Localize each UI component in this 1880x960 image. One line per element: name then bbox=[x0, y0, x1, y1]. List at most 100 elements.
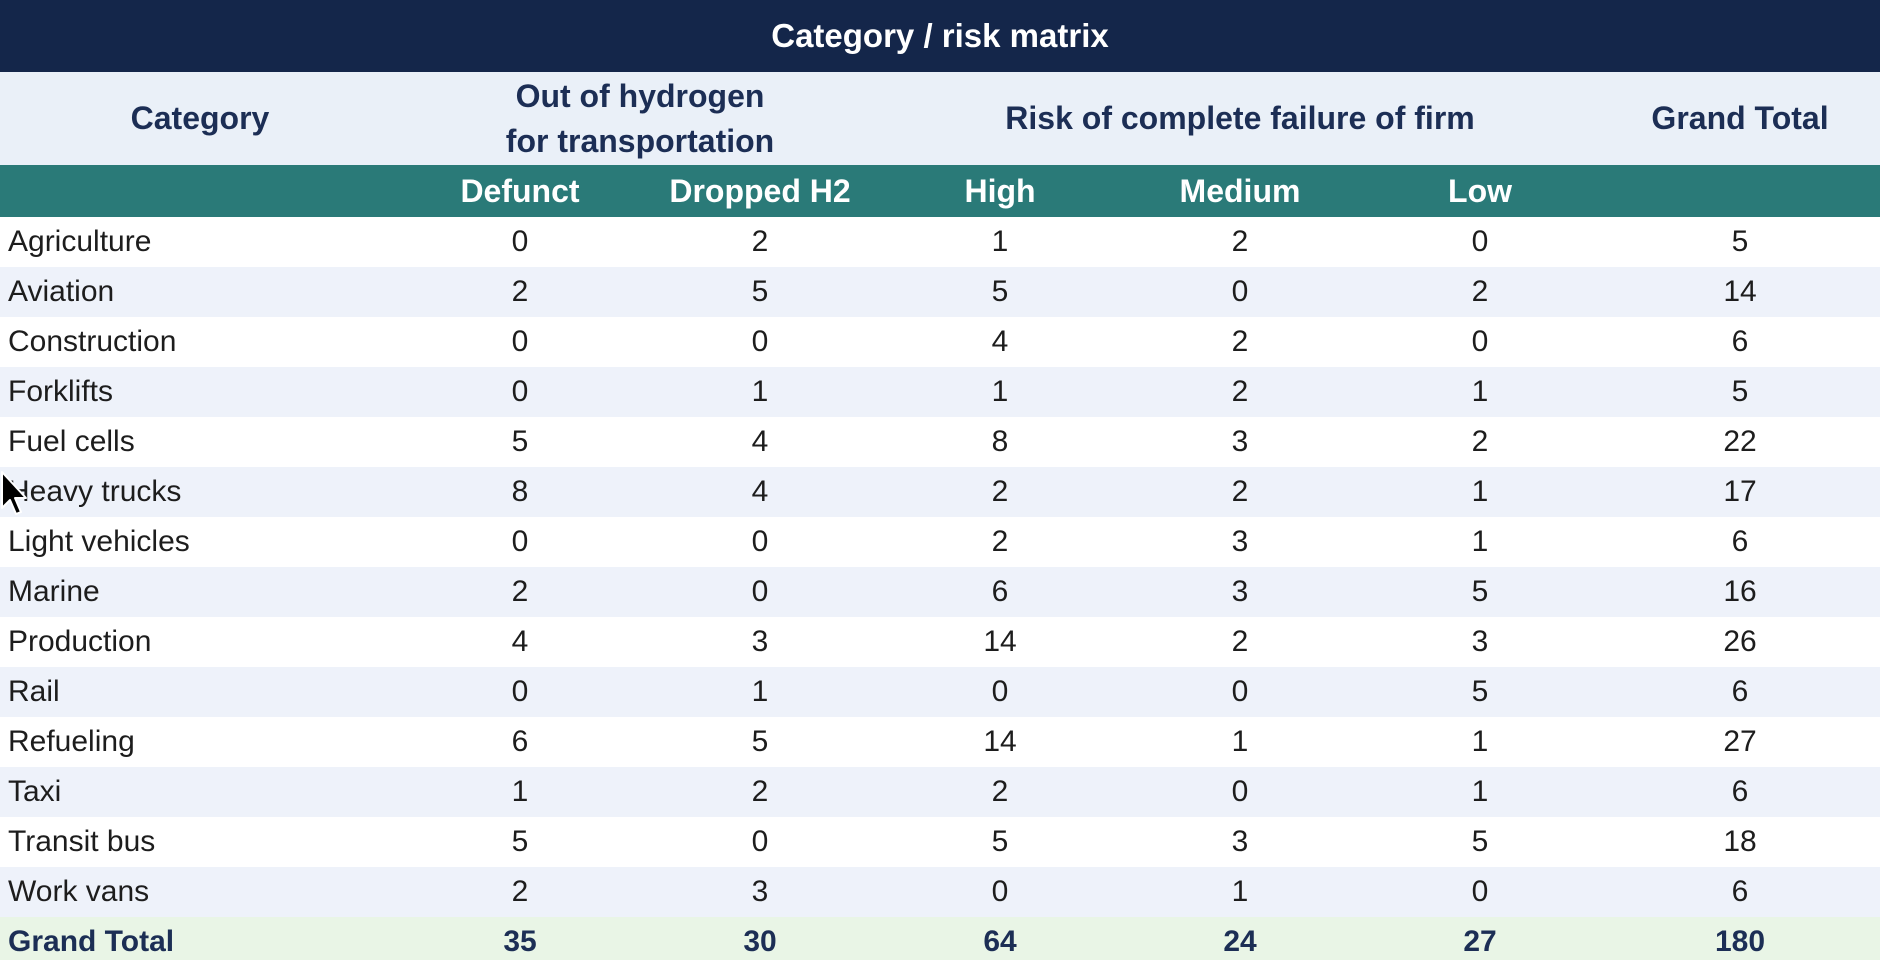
cell-grand-total: 16 bbox=[1600, 567, 1880, 617]
cell-low: 1 bbox=[1360, 767, 1601, 817]
subheader-high: High bbox=[880, 165, 1120, 217]
cell-high: 5 bbox=[880, 267, 1120, 317]
cell-low: 1 bbox=[1360, 367, 1601, 417]
cell-grand-total: 5 bbox=[1600, 367, 1880, 417]
cell-grand-total: 18 bbox=[1600, 817, 1880, 867]
row-category: Marine bbox=[0, 567, 400, 617]
cell-grand-total: 6 bbox=[1600, 867, 1880, 917]
cell-grand-total: 26 bbox=[1600, 617, 1880, 667]
cell-medium: 3 bbox=[1120, 567, 1360, 617]
category-header: Category bbox=[0, 72, 400, 165]
cell-grand-total: 6 bbox=[1600, 317, 1880, 367]
cell-grand-total: 6 bbox=[1600, 767, 1880, 817]
table-row: Agriculture 0 2 1 2 0 5 bbox=[0, 217, 1880, 267]
cell-defunct: 4 bbox=[400, 617, 640, 667]
grand-total-defunct: 35 bbox=[400, 917, 640, 960]
cell-medium: 1 bbox=[1120, 867, 1360, 917]
grand-total-row-label: Grand Total bbox=[0, 917, 400, 960]
group-header-out-of-hydrogen: Out of hydrogen for transportation bbox=[400, 72, 880, 165]
cell-defunct: 5 bbox=[400, 417, 640, 467]
cell-low: 1 bbox=[1360, 717, 1601, 767]
cell-medium: 0 bbox=[1120, 267, 1360, 317]
cell-medium: 3 bbox=[1120, 817, 1360, 867]
cell-defunct: 0 bbox=[400, 667, 640, 717]
cell-dropped-h2: 1 bbox=[640, 667, 880, 717]
cell-high: 14 bbox=[880, 617, 1120, 667]
row-category: Rail bbox=[0, 667, 400, 717]
cell-grand-total: 14 bbox=[1600, 267, 1880, 317]
cell-grand-total: 5 bbox=[1600, 217, 1880, 267]
cell-high: 8 bbox=[880, 417, 1120, 467]
table-row: Transit bus 5 0 5 3 5 18 bbox=[0, 817, 1880, 867]
cell-dropped-h2: 5 bbox=[640, 267, 880, 317]
cell-low: 0 bbox=[1360, 317, 1601, 367]
row-category: Taxi bbox=[0, 767, 400, 817]
row-category: Transit bus bbox=[0, 817, 400, 867]
table-row: Aviation 2 5 5 0 2 14 bbox=[0, 267, 1880, 317]
cell-medium: 2 bbox=[1120, 617, 1360, 667]
cell-dropped-h2: 4 bbox=[640, 467, 880, 517]
subheader-dropped-h2: Dropped H2 bbox=[640, 165, 880, 217]
cell-defunct: 8 bbox=[400, 467, 640, 517]
subheader-medium: Medium bbox=[1120, 165, 1360, 217]
cell-dropped-h2: 2 bbox=[640, 217, 880, 267]
table-row: Fuel cells 5 4 8 3 2 22 bbox=[0, 417, 1880, 467]
cell-high: 4 bbox=[880, 317, 1120, 367]
grand-total-medium: 24 bbox=[1120, 917, 1360, 960]
cell-low: 2 bbox=[1360, 267, 1601, 317]
cell-dropped-h2: 4 bbox=[640, 417, 880, 467]
table-row: Construction 0 0 4 2 0 6 bbox=[0, 317, 1880, 367]
cell-high: 1 bbox=[880, 217, 1120, 267]
group-header-risk: Risk of complete failure of firm bbox=[880, 72, 1601, 165]
row-category: Construction bbox=[0, 317, 400, 367]
row-category: Refueling bbox=[0, 717, 400, 767]
cell-defunct: 0 bbox=[400, 217, 640, 267]
cell-low: 0 bbox=[1360, 867, 1601, 917]
cell-high: 14 bbox=[880, 717, 1120, 767]
cell-low: 1 bbox=[1360, 467, 1601, 517]
cell-dropped-h2: 1 bbox=[640, 367, 880, 417]
cell-low: 2 bbox=[1360, 417, 1601, 467]
row-category: Light vehicles bbox=[0, 517, 400, 567]
cell-high: 2 bbox=[880, 517, 1120, 567]
cell-low: 5 bbox=[1360, 667, 1601, 717]
cell-medium: 2 bbox=[1120, 367, 1360, 417]
table-title: Category / risk matrix bbox=[0, 0, 1880, 72]
cell-low: 3 bbox=[1360, 617, 1601, 667]
cell-defunct: 1 bbox=[400, 767, 640, 817]
grand-total-low: 27 bbox=[1360, 917, 1601, 960]
subheader-empty-total bbox=[1600, 165, 1880, 217]
grand-total-high: 64 bbox=[880, 917, 1120, 960]
cell-grand-total: 17 bbox=[1600, 467, 1880, 517]
grand-total-dropped-h2: 30 bbox=[640, 917, 880, 960]
cell-medium: 0 bbox=[1120, 667, 1360, 717]
row-category: Aviation bbox=[0, 267, 400, 317]
subheader-row: Defunct Dropped H2 High Medium Low bbox=[0, 165, 1880, 217]
group-header-row: Category Out of hydrogen for transportat… bbox=[0, 72, 1880, 165]
cell-high: 0 bbox=[880, 867, 1120, 917]
table-row: Marine 2 0 6 3 5 16 bbox=[0, 567, 1880, 617]
row-category: Work vans bbox=[0, 867, 400, 917]
cell-defunct: 0 bbox=[400, 317, 640, 367]
table-row: Refueling 6 5 14 1 1 27 bbox=[0, 717, 1880, 767]
cell-grand-total: 6 bbox=[1600, 667, 1880, 717]
cell-medium: 2 bbox=[1120, 317, 1360, 367]
group-header-out-of-hydrogen-label: Out of hydrogen for transportation bbox=[505, 77, 775, 159]
cell-dropped-h2: 3 bbox=[640, 617, 880, 667]
cell-dropped-h2: 2 bbox=[640, 767, 880, 817]
table-row: Heavy trucks 8 4 2 2 1 17 bbox=[0, 467, 1880, 517]
subheader-low: Low bbox=[1360, 165, 1601, 217]
cell-low: 1 bbox=[1360, 517, 1601, 567]
subheader-defunct: Defunct bbox=[400, 165, 640, 217]
cell-medium: 3 bbox=[1120, 517, 1360, 567]
cell-grand-total: 6 bbox=[1600, 517, 1880, 567]
grand-total-header: Grand Total bbox=[1600, 72, 1880, 165]
cell-dropped-h2: 0 bbox=[640, 567, 880, 617]
cell-high: 2 bbox=[880, 467, 1120, 517]
cell-grand-total: 27 bbox=[1600, 717, 1880, 767]
cell-high: 2 bbox=[880, 767, 1120, 817]
subheader-empty bbox=[0, 165, 400, 217]
table-row: Work vans 2 3 0 1 0 6 bbox=[0, 867, 1880, 917]
cell-dropped-h2: 5 bbox=[640, 717, 880, 767]
cell-grand-total: 22 bbox=[1600, 417, 1880, 467]
